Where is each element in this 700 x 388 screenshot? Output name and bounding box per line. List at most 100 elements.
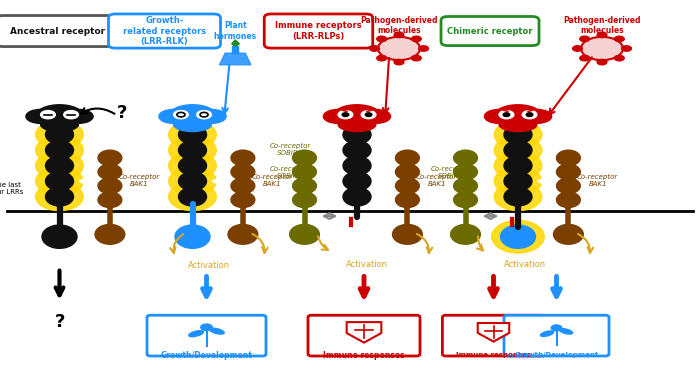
Text: Co-receptor
SOBIR1: Co-receptor SOBIR1 — [431, 166, 472, 179]
Ellipse shape — [95, 224, 125, 244]
Ellipse shape — [343, 125, 371, 144]
Ellipse shape — [36, 167, 83, 195]
Ellipse shape — [491, 220, 545, 253]
Ellipse shape — [504, 187, 532, 206]
Ellipse shape — [540, 331, 554, 336]
Text: Co-receptor
SOBIR1: Co-receptor SOBIR1 — [270, 143, 311, 156]
Ellipse shape — [556, 164, 580, 180]
Text: Activation: Activation — [188, 261, 230, 270]
Ellipse shape — [159, 109, 188, 123]
Ellipse shape — [293, 164, 316, 180]
Ellipse shape — [26, 109, 55, 123]
Circle shape — [342, 113, 349, 116]
Text: Pathogen-derived
molecules: Pathogen-derived molecules — [360, 16, 438, 35]
Circle shape — [580, 36, 589, 42]
Ellipse shape — [522, 109, 552, 123]
Ellipse shape — [169, 152, 216, 180]
Circle shape — [580, 55, 589, 61]
Ellipse shape — [454, 192, 477, 208]
Circle shape — [365, 113, 372, 116]
Ellipse shape — [36, 105, 83, 126]
Ellipse shape — [395, 192, 419, 208]
Ellipse shape — [228, 224, 258, 244]
Ellipse shape — [484, 109, 514, 123]
Text: Co-receptor
BAK1: Co-receptor BAK1 — [416, 174, 457, 187]
Text: Co-receptor
BAK1: Co-receptor BAK1 — [578, 174, 618, 187]
FancyBboxPatch shape — [147, 315, 266, 356]
Text: Plant
hormones: Plant hormones — [214, 21, 257, 41]
Circle shape — [370, 46, 379, 51]
Circle shape — [377, 36, 386, 42]
Ellipse shape — [231, 178, 255, 194]
Circle shape — [394, 59, 404, 65]
Circle shape — [41, 111, 55, 119]
Circle shape — [412, 36, 421, 42]
FancyBboxPatch shape — [0, 16, 118, 47]
Ellipse shape — [504, 125, 532, 144]
Ellipse shape — [46, 172, 74, 191]
Circle shape — [64, 111, 78, 119]
Ellipse shape — [494, 152, 542, 180]
Ellipse shape — [178, 187, 206, 206]
Text: Growth/Development: Growth/Development — [160, 350, 253, 360]
Ellipse shape — [334, 105, 380, 126]
Ellipse shape — [504, 141, 532, 159]
Ellipse shape — [46, 156, 74, 175]
Circle shape — [503, 113, 510, 116]
Circle shape — [581, 37, 623, 60]
Ellipse shape — [189, 331, 204, 337]
Circle shape — [378, 37, 420, 60]
Ellipse shape — [169, 105, 216, 126]
Ellipse shape — [361, 109, 391, 123]
Ellipse shape — [98, 192, 122, 208]
Circle shape — [597, 32, 607, 38]
Ellipse shape — [197, 109, 226, 123]
Ellipse shape — [343, 156, 371, 175]
Circle shape — [573, 46, 582, 51]
Ellipse shape — [504, 156, 532, 175]
Ellipse shape — [343, 141, 371, 159]
Text: Activation: Activation — [504, 260, 546, 269]
Ellipse shape — [500, 225, 536, 248]
Ellipse shape — [178, 125, 206, 144]
Text: Immune responses: Immune responses — [456, 352, 531, 358]
Ellipse shape — [290, 224, 319, 244]
Text: ?: ? — [55, 313, 64, 331]
Polygon shape — [232, 40, 239, 46]
Ellipse shape — [169, 136, 216, 164]
Ellipse shape — [451, 224, 480, 244]
Ellipse shape — [201, 324, 212, 331]
FancyBboxPatch shape — [265, 14, 372, 48]
Circle shape — [197, 111, 211, 119]
Circle shape — [377, 55, 386, 61]
Circle shape — [622, 46, 631, 51]
Ellipse shape — [178, 156, 206, 175]
Text: Chimeric receptor: Chimeric receptor — [447, 26, 533, 36]
Text: Immune responses: Immune responses — [323, 350, 405, 360]
Ellipse shape — [494, 167, 542, 195]
Ellipse shape — [556, 150, 580, 166]
Ellipse shape — [209, 328, 224, 334]
Ellipse shape — [556, 192, 580, 208]
FancyBboxPatch shape — [504, 315, 609, 356]
Ellipse shape — [169, 167, 216, 195]
Ellipse shape — [46, 125, 74, 144]
Ellipse shape — [559, 329, 573, 334]
Text: ?: ? — [118, 104, 127, 122]
Ellipse shape — [231, 192, 255, 208]
Circle shape — [361, 111, 376, 119]
Text: Co-receptor
BAK1: Co-receptor BAK1 — [119, 174, 160, 187]
Ellipse shape — [494, 121, 542, 149]
Ellipse shape — [552, 325, 561, 331]
Ellipse shape — [395, 178, 419, 194]
Ellipse shape — [175, 225, 210, 248]
Polygon shape — [477, 323, 509, 342]
Ellipse shape — [499, 118, 537, 132]
Circle shape — [174, 111, 188, 119]
Ellipse shape — [41, 118, 78, 132]
Ellipse shape — [42, 225, 77, 248]
Ellipse shape — [231, 150, 255, 166]
Ellipse shape — [36, 183, 83, 211]
FancyBboxPatch shape — [441, 17, 539, 45]
Text: The last
four LRRs: The last four LRRs — [0, 182, 24, 195]
